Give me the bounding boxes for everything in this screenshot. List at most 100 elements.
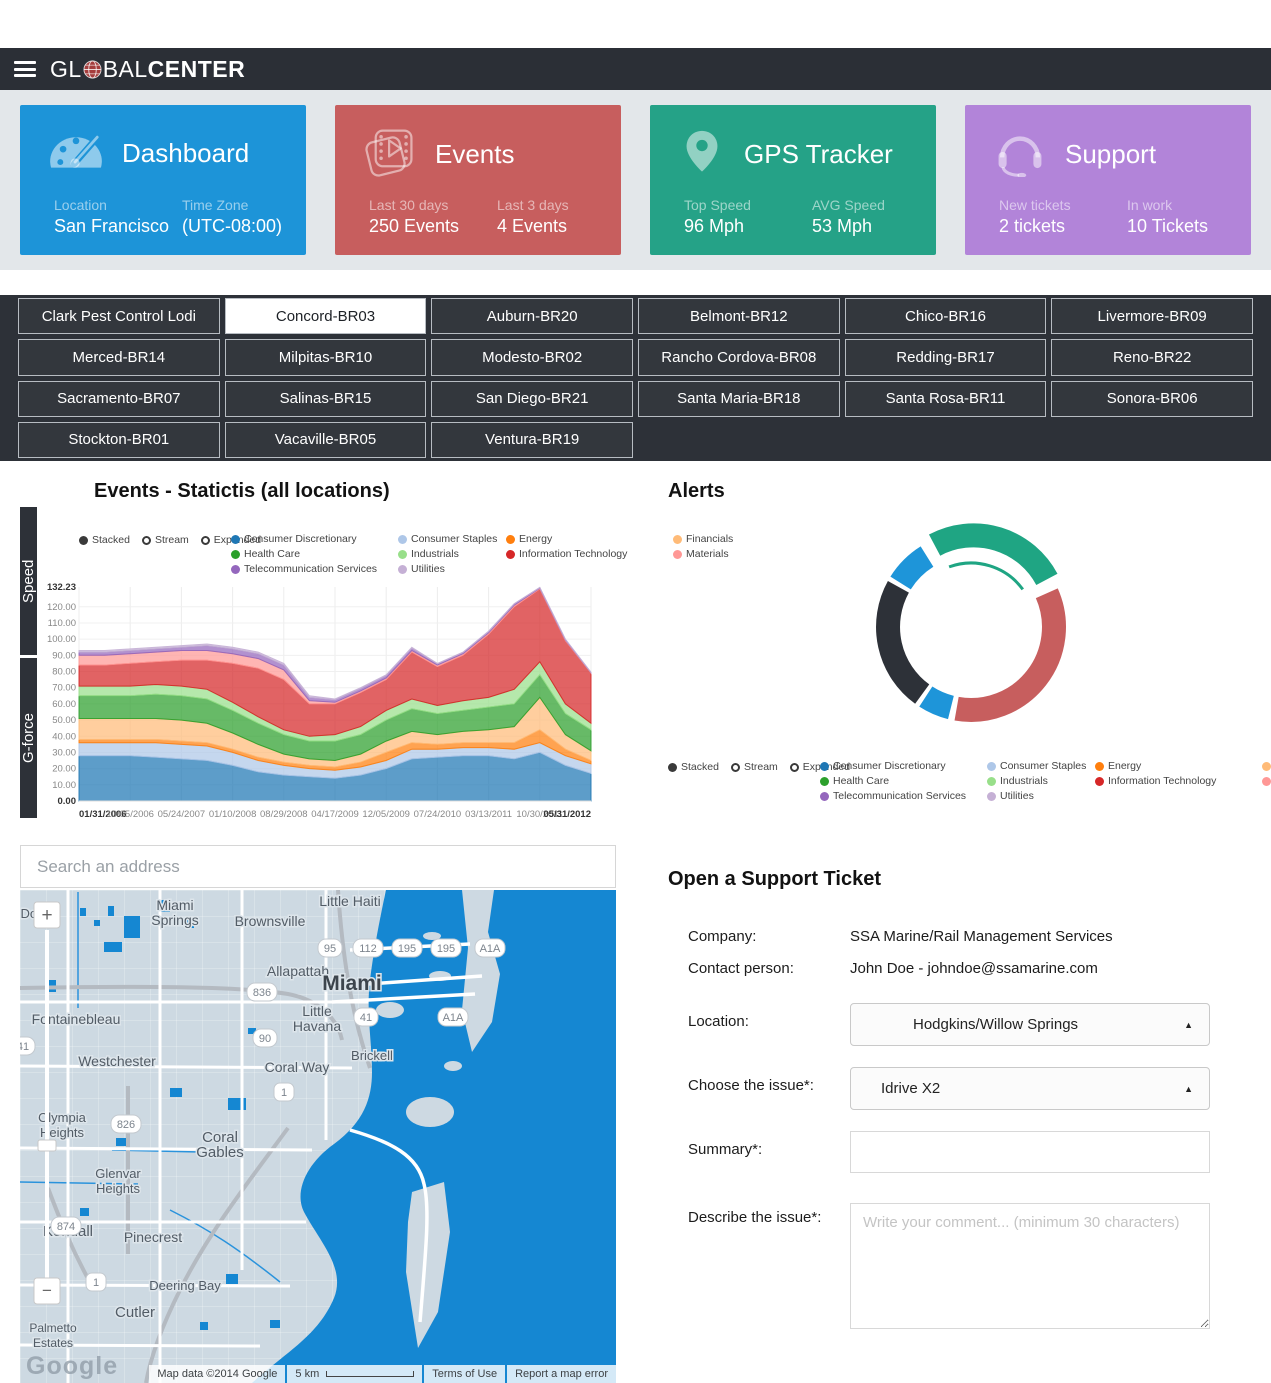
map-label: Coral Way	[265, 1059, 330, 1075]
location-button[interactable]: Auburn-BR20	[431, 298, 633, 335]
legend-item[interactable]: Materials	[1262, 775, 1271, 787]
location-button[interactable]: Modesto-BR02	[431, 339, 633, 376]
zoom-slider-handle[interactable]	[37, 1139, 57, 1152]
mode-radio-stream[interactable]: Stream	[141, 534, 189, 546]
location-button[interactable]: Sacramento-BR07	[18, 380, 220, 417]
brand-text-left: GL	[50, 55, 82, 82]
legend-item[interactable]: Telecommunication Services	[820, 790, 983, 802]
brand-text-mid: BAL	[102, 55, 148, 82]
location-button[interactable]: Belmont-BR12	[638, 298, 840, 335]
mode-radio-stream[interactable]: Stream	[730, 761, 778, 773]
location-button[interactable]: Sonora-BR06	[1051, 380, 1253, 417]
location-button[interactable]: Concord-BR03	[224, 298, 427, 335]
route-shield: 1	[85, 1272, 107, 1292]
svg-text:08/29/2008: 08/29/2008	[260, 809, 308, 820]
location-button[interactable]: Merced-BR14	[18, 339, 220, 376]
location-button[interactable]: Rancho Cordova-BR08	[638, 339, 840, 376]
location-button[interactable]: Reno-BR22	[1051, 339, 1253, 376]
svg-text:10/05/2006: 10/05/2006	[106, 809, 154, 820]
route-shield: A1A	[474, 938, 506, 958]
card-support[interactable]: Support New tickets 2 tickets In work 10 Tic…	[965, 105, 1251, 255]
tab-speed[interactable]: Speed	[20, 507, 37, 655]
location-button[interactable]: Santa Rosa-BR11	[844, 380, 1047, 417]
map-label: Little Havana	[293, 1003, 341, 1034]
location-button[interactable]: Santa Maria-BR18	[638, 380, 840, 417]
report-map-error-link[interactable]: Report a map error	[507, 1365, 616, 1383]
location-button[interactable]: Milpitas-BR10	[224, 339, 427, 376]
stat-value: 53 Mph	[812, 216, 873, 236]
location-button[interactable]: Chico-BR16	[844, 298, 1047, 335]
location-button[interactable]: San Diego-BR21	[431, 380, 633, 417]
map-label: Palmetto Estates	[29, 1321, 77, 1350]
terms-of-use-link[interactable]: Terms of Use	[424, 1365, 506, 1383]
map-label: Fontainebleau	[32, 1011, 121, 1027]
google-logo: Google	[26, 1352, 119, 1380]
svg-text:05/31/2012: 05/31/2012	[543, 809, 591, 820]
legend-item[interactable]: Materials	[673, 548, 733, 560]
map-search-input[interactable]	[20, 845, 616, 888]
describe-textarea[interactable]	[850, 1203, 1210, 1329]
svg-text:07/24/2010: 07/24/2010	[414, 809, 462, 820]
hamburger-menu-icon[interactable]	[14, 61, 36, 77]
map-image[interactable]: DoralMiamiSpringsBrownsvilleLittle Haiti…	[20, 890, 616, 1383]
map-zoom-control[interactable]: + −	[33, 901, 61, 1305]
card-gps[interactable]: GPS Tracker Top Speed 96 Mph AVG Speed 53 Mp…	[650, 105, 936, 255]
legend-item[interactable]: Utilities	[398, 563, 502, 575]
map-canvas[interactable]: DoralMiamiSpringsBrownsvilleLittle Haiti…	[20, 890, 616, 1383]
tab-gforce[interactable]: G-force	[20, 658, 37, 818]
company-value: SSA Marine/Rail Management Services	[850, 928, 1113, 945]
map-label: Pinecrest	[124, 1229, 182, 1245]
legend-item[interactable]: Health Care	[820, 775, 983, 787]
legend-item[interactable]: Energy	[506, 533, 669, 545]
svg-text:826: 826	[117, 1119, 135, 1131]
donut-segment-blue-small[interactable]	[919, 686, 955, 720]
donut-segment-blue[interactable]	[890, 546, 934, 590]
location-button[interactable]: Salinas-BR15	[224, 380, 427, 417]
legend-item[interactable]: Consumer Staples	[987, 760, 1091, 772]
legend-item[interactable]: Utilities	[987, 790, 1091, 802]
route-shield: 41	[353, 1007, 379, 1027]
contact-person-label: Contact person:	[688, 960, 794, 977]
mode-radio-stacked[interactable]: Stacked	[668, 761, 719, 773]
issue-select[interactable]: Idrive X2 ▲	[850, 1067, 1210, 1110]
legend-item[interactable]: Consumer Discretionary	[820, 760, 983, 772]
legend-item[interactable]: Telecommunication Services	[231, 563, 394, 575]
legend-item[interactable]: Consumer Discretionary	[231, 533, 394, 545]
location-button[interactable]: Redding-BR17	[844, 339, 1047, 376]
location-button[interactable]: Ventura-BR19	[431, 421, 633, 458]
map-section: DoralMiamiSpringsBrownsvilleLittle Haiti…	[20, 845, 616, 1383]
mode-radio-stacked[interactable]: Stacked	[79, 534, 130, 546]
alerts-donut-chart[interactable]	[816, 505, 1126, 743]
legend-item[interactable]: Industrials	[398, 548, 502, 560]
route-shield: 1	[273, 1082, 295, 1102]
summary-input[interactable]	[850, 1131, 1210, 1173]
svg-text:60.00: 60.00	[52, 699, 76, 710]
stat-value: 96 Mph	[684, 216, 745, 236]
legend-item[interactable]: Consumer Staples	[398, 533, 502, 545]
donut-segment-teal[interactable]	[928, 523, 1058, 586]
card-events[interactable]: Events Last 30 days 250 Events Last 3 days 4…	[335, 105, 621, 255]
legend-item[interactable]: Health Care	[231, 548, 394, 560]
legend-item[interactable]: Financials	[1262, 760, 1271, 772]
legend-item[interactable]: Energy	[1095, 760, 1258, 772]
location-select[interactable]: Hodgkins/Willow Springs ▲	[850, 1003, 1210, 1046]
route-shield: 95	[317, 938, 343, 958]
legend-item[interactable]: Financials	[673, 533, 733, 545]
location-button[interactable]: Livermore-BR09	[1051, 298, 1253, 335]
location-button[interactable]: Clark Pest Control Lodi	[18, 298, 220, 335]
zoom-in-button[interactable]	[33, 901, 61, 929]
donut-segment-dark[interactable]	[876, 580, 930, 704]
gauge-icon	[46, 127, 106, 180]
legend-item[interactable]: Information Technology	[506, 548, 669, 560]
card-dashboard[interactable]: Dashboard Location San Francisco Time Zone (…	[20, 105, 306, 255]
legend-item[interactable]: Information Technology	[1095, 775, 1258, 787]
location-button[interactable]: Vacaville-BR05	[224, 421, 427, 458]
legend-item[interactable]: Industrials	[987, 775, 1091, 787]
issue-select-value: Idrive X2	[881, 1080, 941, 1097]
caret-up-icon: ▲	[1184, 1020, 1193, 1030]
location-button[interactable]: Stockton-BR01	[18, 421, 220, 458]
zoom-out-button[interactable]	[33, 1277, 61, 1305]
film-icon	[361, 127, 419, 182]
donut-segment-red[interactable]	[954, 588, 1066, 722]
company-label: Company:	[688, 928, 757, 945]
